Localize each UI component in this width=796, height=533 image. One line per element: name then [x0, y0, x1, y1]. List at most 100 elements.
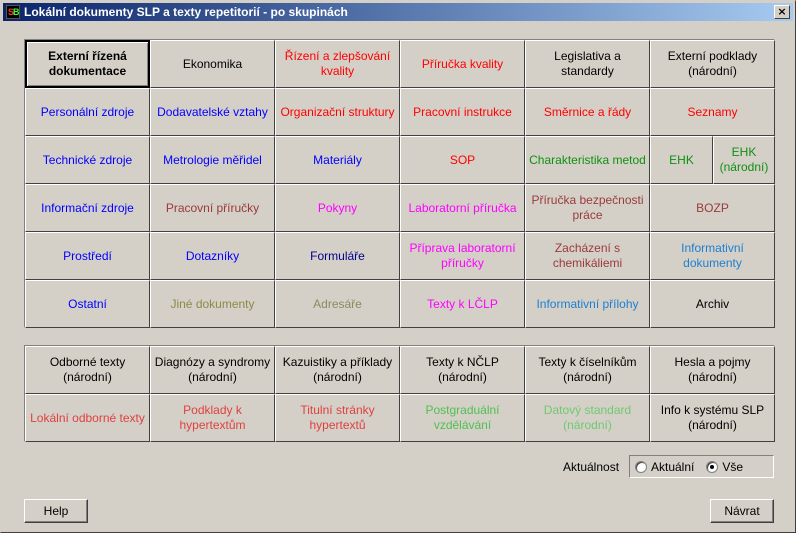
group1-button-2[interactable]: Řízení a zlepšování kvality — [275, 40, 400, 88]
aktualnost-label: Aktuálnost — [563, 460, 620, 474]
group1-button-7[interactable]: Dodavatelské vztahy — [150, 88, 275, 136]
group2-button-7[interactable]: Podklady k hypertextům — [150, 394, 275, 442]
group1-button-21[interactable]: Pokyny — [275, 184, 400, 232]
group1-button-label: Adresáře — [313, 296, 362, 311]
group2-button-10[interactable]: Datový standard (národní) — [525, 394, 650, 442]
group1-button-32[interactable]: Jiné dokumenty — [150, 280, 275, 328]
group1-button-label: Formuláře — [310, 248, 365, 263]
radio-aktualni[interactable]: Aktuální — [635, 460, 694, 474]
radio-aktualni-indicator[interactable] — [635, 460, 647, 473]
group1-button-8[interactable]: Organizační struktury — [275, 88, 400, 136]
group2-button-label: Texty k NČLP (národní) — [426, 355, 499, 384]
group1-button-label: Příručka bezpečnosti práce — [531, 193, 644, 222]
group2-button-label: Datový standard (národní) — [543, 403, 632, 432]
group1-button-17[interactable]: EHK — [650, 136, 713, 184]
group1-button-28[interactable]: Příprava laboratorní příručky — [400, 232, 525, 280]
group2-button-label: Diagnózy a syndromy (národní) — [154, 355, 271, 384]
group1-button-11[interactable]: Seznamy — [650, 88, 775, 136]
group1-button-24[interactable]: BOZP — [650, 184, 775, 232]
group1-button-label: Externí řízená dokumentace — [48, 49, 127, 78]
back-button-label: Návrat — [724, 504, 760, 518]
group1-button-12[interactable]: Technické zdroje — [25, 136, 150, 184]
group2-button-11[interactable]: Info k systému SLP (národní) — [650, 394, 775, 442]
group1-button-9[interactable]: Pracovní instrukce — [400, 88, 525, 136]
group1-button-19[interactable]: Informační zdroje — [25, 184, 150, 232]
group1-button-label: Organizační struktury — [280, 104, 395, 119]
group1-button-18[interactable]: EHK (národní) — [713, 136, 775, 184]
group2-button-label: Texty k číselníkům (národní) — [538, 355, 637, 384]
group2-button-5[interactable]: Hesla a pojmy (národní) — [650, 346, 775, 394]
group2-button-label: Lokální odborné texty — [30, 410, 145, 425]
group1-button-label: Informativní dokumenty — [681, 241, 744, 270]
help-button[interactable]: Help — [24, 499, 88, 523]
group1-button-label: Prostředí — [63, 248, 112, 263]
group1-button-26[interactable]: Dotazníky — [150, 232, 275, 280]
group1-button-35[interactable]: Informativní přílohy — [525, 280, 650, 328]
group2-button-label: Info k systému SLP (národní) — [660, 403, 765, 432]
group1-button-20[interactable]: Pracovní příručky — [150, 184, 275, 232]
group2-button-8[interactable]: Titulní stránky hypertextů — [275, 394, 400, 442]
group1-button-label: Pokyny — [317, 200, 358, 215]
group1-button-label: Pracovní instrukce — [413, 104, 512, 119]
group1-button-33[interactable]: Adresáře — [275, 280, 400, 328]
group2-button-4[interactable]: Texty k číselníkům (národní) — [525, 346, 650, 394]
group1-button-label: Materiály — [313, 152, 362, 167]
group1-button-label: Ekonomika — [182, 56, 243, 71]
group1-button-22[interactable]: Laboratorní příručka — [400, 184, 525, 232]
back-button[interactable]: Návrat — [710, 499, 774, 523]
group2-button-label: Odborné texty (národní) — [49, 355, 126, 384]
group1-button-label: Jiné dokumenty — [170, 296, 255, 311]
group2-button-label: Postgraduální vzdělávání — [425, 403, 500, 432]
group1-button-3[interactable]: Příručka kvality — [400, 40, 525, 88]
group2-button-1[interactable]: Diagnózy a syndromy (národní) — [150, 346, 275, 394]
group1-button-36[interactable]: Archiv — [650, 280, 775, 328]
group1-button-label: Dodavatelské vztahy — [157, 104, 268, 119]
group1-button-label: Dotazníky — [185, 248, 240, 263]
group1-button-5[interactable]: Externí podklady (národní) — [650, 40, 775, 88]
group1-button-30[interactable]: Informativní dokumenty — [650, 232, 775, 280]
help-button-label: Help — [43, 504, 69, 518]
group1-button-15[interactable]: SOP — [400, 136, 525, 184]
group2-button-0[interactable]: Odborné texty (národní) — [25, 346, 150, 394]
group1-button-label: Příručka kvality — [421, 56, 504, 71]
group1-button-label: Seznamy — [687, 104, 738, 119]
group1-button-14[interactable]: Materiály — [275, 136, 400, 184]
radio-vse[interactable]: Vše — [706, 460, 743, 474]
group1-button-27[interactable]: Formuláře — [275, 232, 400, 280]
close-button[interactable]: × — [774, 5, 790, 19]
group1-button-0[interactable]: Externí řízená dokumentace — [25, 40, 150, 88]
group1-button-10[interactable]: Směrnice a řády — [525, 88, 650, 136]
group1-button-label: Informativní přílohy — [536, 296, 639, 311]
group1-button-1[interactable]: Ekonomika — [150, 40, 275, 88]
group1-button-label: Archiv — [695, 296, 730, 311]
group2-button-label: Podklady k hypertextům — [179, 403, 246, 432]
group1-button-25[interactable]: Prostředí — [25, 232, 150, 280]
group1-button-34[interactable]: Texty k LČLP — [400, 280, 525, 328]
group1-button-6[interactable]: Personální zdroje — [25, 88, 150, 136]
group2-button-3[interactable]: Texty k NČLP (národní) — [400, 346, 525, 394]
group1-button-label: Ostatní — [68, 296, 107, 311]
group2-button-9[interactable]: Postgraduální vzdělávání — [400, 394, 525, 442]
group1-button-16[interactable]: Charakteristika metod — [525, 136, 650, 184]
group1-button-label: Pracovní příručky — [165, 200, 260, 215]
group2-button-6[interactable]: Lokální odborné texty — [25, 394, 150, 442]
group1-button-label: Legislativa a standardy — [554, 49, 621, 78]
group1-button-label: Laboratorní příručka — [408, 200, 517, 215]
group1-button-label: EHK (národní) — [719, 145, 769, 174]
group1-button-label: Metrologie měřidel — [163, 152, 262, 167]
group1-button-4[interactable]: Legislativa a standardy — [525, 40, 650, 88]
group1-button-23[interactable]: Příručka bezpečnosti práce — [525, 184, 650, 232]
group1-button-29[interactable]: Zacházení s chemikáliemi — [525, 232, 650, 280]
radio-vse-indicator[interactable] — [706, 460, 719, 473]
group1-button-31[interactable]: Ostatní — [25, 280, 150, 328]
group1-button-label: Směrnice a řády — [543, 104, 632, 119]
group2-button-label: Hesla a pojmy (národní) — [674, 355, 751, 384]
group1-button-13[interactable]: Metrologie měřidel — [150, 136, 275, 184]
group1-button-label: Charakteristika metod — [529, 152, 646, 167]
group2-button-2[interactable]: Kazuistiky a příklady (národní) — [275, 346, 400, 394]
group1-button-label: Externí podklady (národní) — [667, 49, 758, 78]
group2-button-label: Kazuistiky a příklady (národní) — [282, 355, 393, 384]
